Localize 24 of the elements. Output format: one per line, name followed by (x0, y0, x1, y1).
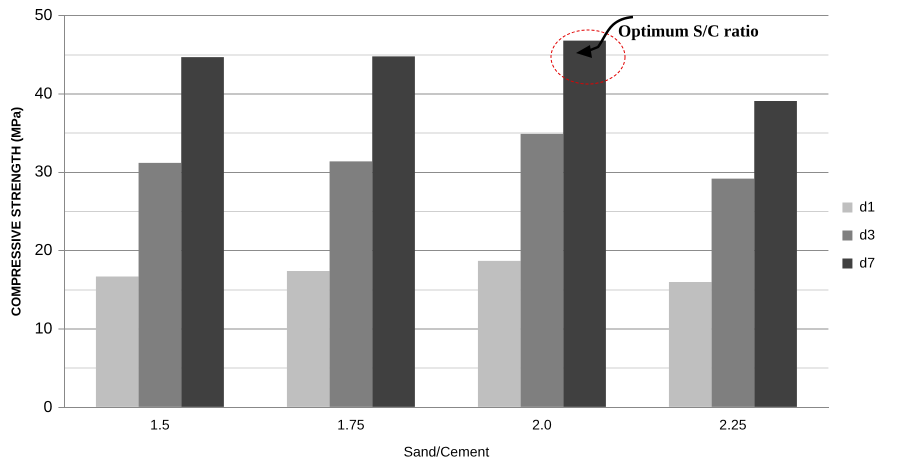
bar (668, 282, 712, 407)
bar (372, 56, 415, 407)
bar (96, 276, 139, 407)
y-tick-label: 0 (43, 398, 52, 416)
legend-label: d3 (859, 226, 876, 242)
x-tick-label: 1.5 (150, 416, 170, 433)
y-axis-title: COMPRESSIVE STRENGTH (MPa) (8, 106, 24, 316)
x-axis-title: Sand/Cement (404, 443, 490, 460)
y-tick-label: 50 (34, 7, 52, 24)
legend-label: d1 (859, 198, 876, 214)
bar (563, 40, 606, 407)
bar (478, 260, 521, 407)
y-tick-label: 10 (34, 320, 52, 338)
bar (181, 57, 224, 407)
legend-label: d7 (859, 254, 876, 270)
x-tick-label: 2.25 (719, 416, 747, 433)
x-tick-label: 2.0 (532, 416, 552, 433)
x-tick-label: 1.75 (337, 416, 365, 433)
annotation: Optimum S/C ratio (618, 21, 759, 40)
y-tick-label: 40 (34, 85, 52, 102)
bar (754, 101, 797, 407)
bar (286, 271, 330, 407)
y-tick-label: 30 (34, 164, 52, 181)
y-tick-label: 20 (34, 242, 52, 260)
